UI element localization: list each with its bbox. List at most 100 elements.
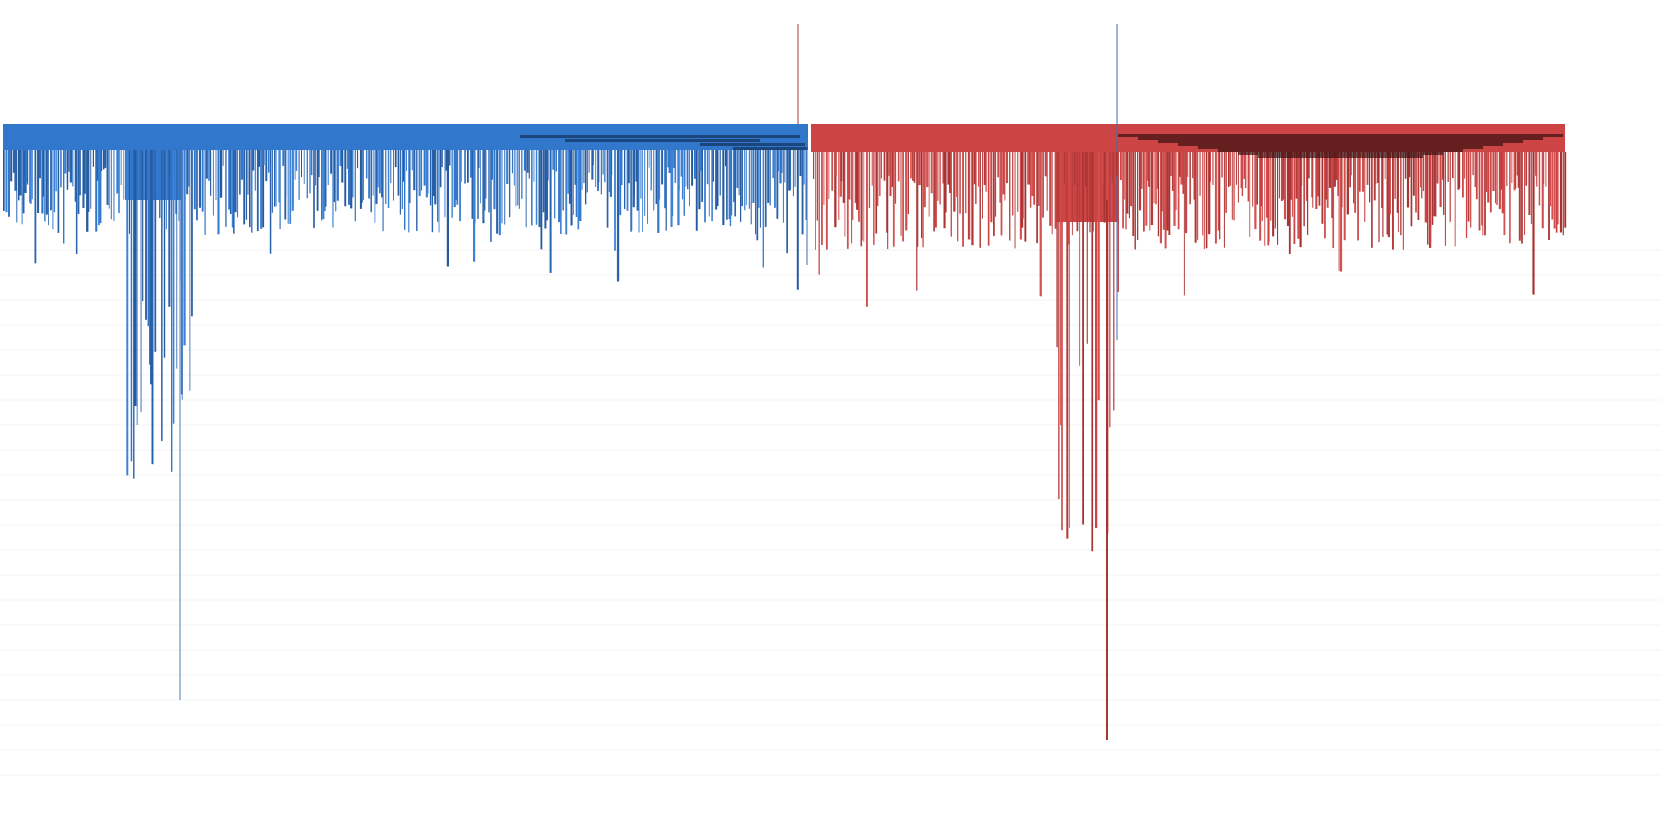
frame <box>567 150 569 194</box>
frame <box>1312 152 1314 208</box>
frame <box>260 150 263 229</box>
frame <box>1422 152 1424 192</box>
frame <box>1321 152 1324 224</box>
frame <box>44 150 46 222</box>
frame <box>204 150 206 235</box>
frame <box>262 150 265 228</box>
frame <box>846 152 849 249</box>
frame <box>504 150 506 225</box>
frame <box>573 150 574 215</box>
frame <box>916 152 918 291</box>
frame <box>1017 152 1019 212</box>
frame <box>183 150 186 346</box>
frame <box>368 150 370 199</box>
frame <box>1228 152 1230 187</box>
frame <box>1361 152 1364 192</box>
frame <box>496 150 499 234</box>
frame <box>1513 152 1516 191</box>
frame <box>52 150 54 230</box>
frame <box>631 150 633 231</box>
frame <box>1002 152 1005 195</box>
frame <box>327 150 329 185</box>
frame <box>82 150 85 208</box>
frame <box>1231 152 1233 220</box>
frame <box>673 150 675 168</box>
frame <box>189 150 191 391</box>
frame <box>1049 152 1052 226</box>
frame <box>647 150 648 224</box>
frame <box>979 152 981 248</box>
frame <box>1449 152 1451 222</box>
frame <box>879 152 881 197</box>
frame <box>1149 152 1151 231</box>
frame <box>868 152 871 208</box>
frame <box>315 150 317 186</box>
frame <box>25 150 28 183</box>
frame <box>792 150 794 197</box>
frame <box>1331 152 1334 218</box>
frame <box>1274 152 1276 229</box>
frame <box>1400 152 1402 236</box>
frame <box>1335 152 1338 181</box>
frame <box>12 150 15 173</box>
frame <box>987 152 990 246</box>
frame <box>139 150 141 194</box>
frame <box>923 152 926 208</box>
frame <box>1482 152 1484 236</box>
frame <box>668 150 671 173</box>
frame <box>1272 152 1275 237</box>
frame <box>1024 152 1027 242</box>
frame <box>113 150 115 221</box>
frame <box>554 150 556 219</box>
frame <box>995 152 997 217</box>
frame <box>821 152 823 245</box>
frame <box>188 150 190 187</box>
frame <box>404 150 406 230</box>
frame <box>1517 152 1520 188</box>
frame <box>29 150 31 203</box>
frame <box>459 150 461 222</box>
frame <box>1264 152 1266 246</box>
frame <box>570 150 573 226</box>
frame <box>542 150 545 213</box>
frame <box>1031 152 1034 196</box>
frame <box>21 150 23 225</box>
frame <box>477 150 479 219</box>
frame <box>858 152 860 222</box>
frame <box>1122 152 1124 229</box>
frame <box>689 150 690 207</box>
frame <box>156 150 158 199</box>
frame <box>1487 152 1490 203</box>
frame <box>1369 152 1371 203</box>
frame <box>990 152 993 223</box>
frame <box>967 152 970 240</box>
frame <box>1341 152 1343 208</box>
frame <box>316 150 319 211</box>
frame <box>614 150 616 251</box>
frame <box>1290 152 1292 200</box>
frame <box>1258 155 1423 158</box>
frame <box>1444 152 1446 246</box>
frame <box>298 150 300 200</box>
frame <box>900 152 902 236</box>
frame <box>86 150 89 232</box>
frame <box>788 150 791 191</box>
frame <box>1225 152 1227 213</box>
frame <box>1076 152 1079 232</box>
frame <box>212 150 214 216</box>
frame <box>234 150 237 213</box>
frame <box>897 152 900 182</box>
frame <box>1498 152 1501 210</box>
frame <box>681 150 684 200</box>
frame <box>22 150 25 214</box>
frame <box>239 150 241 195</box>
frame <box>240 150 244 180</box>
frame <box>1387 152 1390 238</box>
frame <box>1155 152 1157 205</box>
frame <box>1457 152 1460 190</box>
frame <box>63 150 65 244</box>
frame <box>1333 152 1336 187</box>
frame <box>624 150 626 210</box>
frame <box>37 150 40 213</box>
frame <box>1412 152 1415 196</box>
